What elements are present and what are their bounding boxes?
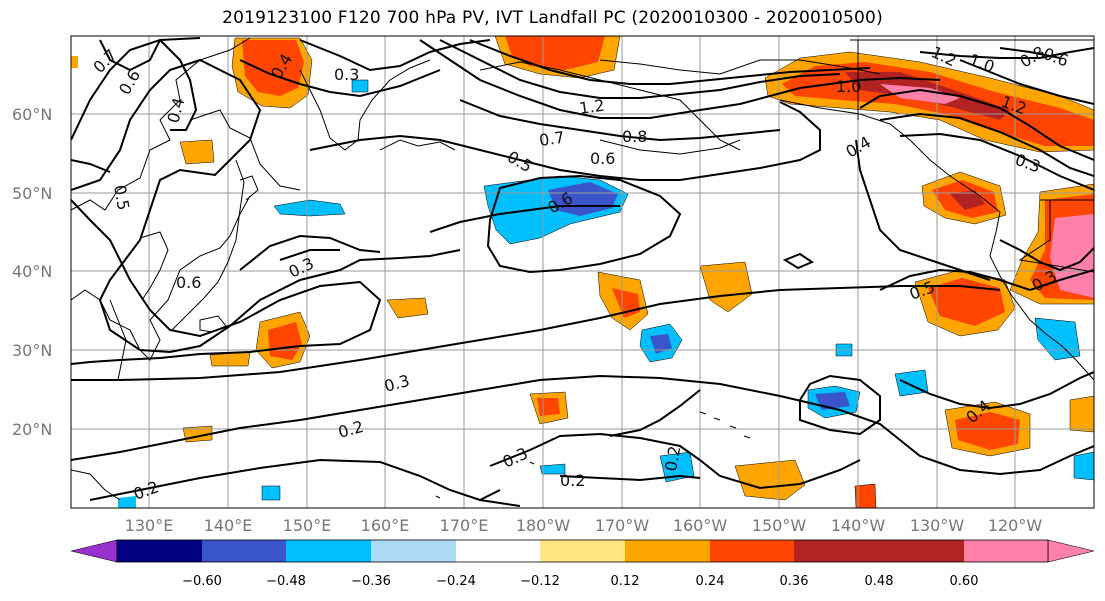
colorbar-bin	[456, 540, 540, 562]
lon-label: 160°E	[361, 516, 410, 535]
lon-label: 170°W	[595, 516, 650, 535]
contour-label: 0.2	[661, 444, 684, 472]
contour-label: 1.2	[578, 96, 606, 118]
lon-label: 120°W	[988, 516, 1043, 535]
lat-label: 40°N	[12, 262, 52, 281]
colorbar-min-extension	[70, 539, 118, 563]
lat-label: 30°N	[12, 341, 52, 360]
colorbar-tick: 0.48	[865, 574, 894, 589]
colorbar-bin	[879, 540, 964, 562]
contour-label: 0.3	[334, 65, 359, 84]
contour-label: 1.0	[836, 77, 861, 96]
lon-label: 140°W	[831, 516, 886, 535]
lon-label: 130°E	[125, 516, 174, 535]
contour-label: 0.2	[560, 471, 585, 490]
colorbar-bin	[117, 540, 202, 562]
lat-label: 50°N	[12, 184, 52, 203]
lon-label: 130°W	[910, 516, 965, 535]
colorbar-tick: 0.24	[696, 574, 725, 589]
colorbar-outline	[116, 539, 1049, 563]
contour-label: 0.5	[110, 183, 133, 211]
colorbar-bin	[710, 540, 794, 562]
colorbar-tick: 0.36	[780, 574, 809, 589]
lon-label: 140°E	[204, 516, 253, 535]
map-title: 2019123100 F120 700 hPa PV, IVT Landfall…	[222, 8, 883, 28]
lon-label: 160°W	[673, 516, 728, 535]
colorbar-tick: −0.48	[266, 574, 306, 589]
pv-contours	[71, 37, 1094, 507]
colorbar-tick: 0.12	[611, 574, 640, 589]
colorbar-max-extension	[1047, 539, 1095, 563]
map-panel: 0.7 0.6 0.4 0.4 0.3 0.5 0.6 0.3 0.3 0.2 …	[71, 36, 1094, 508]
colorbar-tick: −0.36	[351, 574, 391, 589]
colorbar-bin	[286, 540, 371, 562]
contour-label: 0.6	[590, 149, 615, 168]
colorbar: −0.60 −0.48 −0.36 −0.24 −0.12 0.12 0.24 …	[70, 539, 1095, 589]
colorbar-tick: 0.60	[950, 574, 979, 589]
colorbar-bin	[964, 540, 1048, 562]
lon-label: 150°E	[283, 516, 332, 535]
lat-label: 20°N	[12, 420, 52, 439]
lon-label: 180°W	[516, 516, 571, 535]
contour-label: 0.7	[538, 128, 566, 150]
colorbar-bin	[371, 540, 456, 562]
colorbar-bin	[625, 540, 710, 562]
contour-label: 0.6	[176, 273, 201, 292]
colorbar-tick: −0.24	[436, 574, 476, 589]
lon-label: 170°E	[440, 516, 489, 535]
colorbar-bin	[794, 540, 879, 562]
lat-label: 60°N	[12, 105, 52, 124]
contour-label: 0.8	[622, 127, 647, 146]
colorbar-tick: −0.60	[182, 574, 222, 589]
colorbar-ticks: −0.60 −0.48 −0.36 −0.24 −0.12 0.12 0.24 …	[182, 574, 978, 589]
colorbar-bin	[202, 540, 286, 562]
colorbar-bin	[540, 540, 625, 562]
colorbar-tick: −0.12	[520, 574, 560, 589]
lon-labels: 130°E 140°E 150°E 160°E 170°E 180°W 170°…	[125, 516, 1043, 535]
map-frame	[70, 35, 1095, 509]
shading-positive	[71, 36, 1094, 508]
lon-label: 150°W	[752, 516, 807, 535]
lat-labels: 60°N 50°N 40°N 30°N 20°N	[12, 105, 52, 439]
